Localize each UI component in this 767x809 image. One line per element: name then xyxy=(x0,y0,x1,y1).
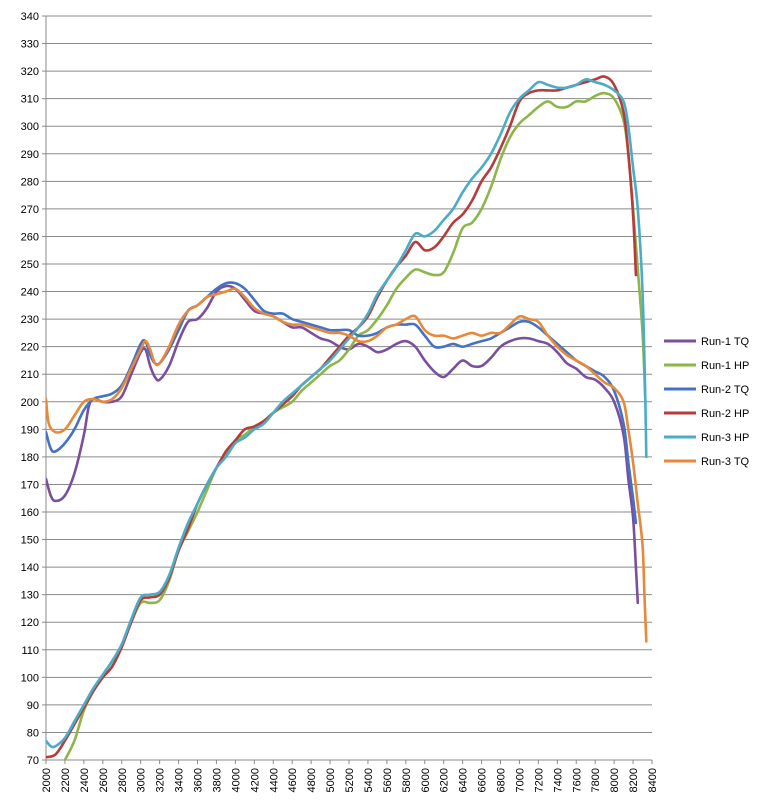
legend-item: Run-1 HP xyxy=(664,360,749,372)
x-tick-label: 4600 xyxy=(287,768,299,792)
y-tick-label: 230 xyxy=(21,314,39,326)
y-tick-label: 120 xyxy=(21,617,39,629)
series-lines xyxy=(46,75,648,760)
x-tick-label: 2400 xyxy=(79,768,91,792)
x-tick-label: 3000 xyxy=(136,768,148,792)
legend: Run-1 TQ Run-1 HP Run-2 TQ Run-2 HP Run-3 HP… xyxy=(664,336,750,468)
y-tick-label: 70 xyxy=(27,755,39,767)
y-tick-label: 200 xyxy=(21,397,39,409)
x-tick-label: 8000 xyxy=(609,768,621,792)
series-line-run-3-tq xyxy=(46,287,648,643)
x-tick-label: 7600 xyxy=(571,768,583,792)
legend-label: Run-3 HP xyxy=(701,432,749,444)
x-tick-label: 2000 xyxy=(41,768,53,792)
series-line-run-1-hp xyxy=(63,91,647,760)
x-tick-label: 5800 xyxy=(401,768,413,792)
x-tick-label: 5600 xyxy=(382,768,394,792)
legend-item: Run-1 TQ xyxy=(664,336,750,348)
y-tick-label: 240 xyxy=(21,287,39,299)
y-tick-label: 330 xyxy=(21,39,39,51)
y-tick-label: 150 xyxy=(21,535,39,547)
y-axis-ticks: 70 80 90 100 110 120 130 140 150 160 170 180 190 200 2… xyxy=(21,11,46,767)
x-tick-label: 8400 xyxy=(647,768,659,792)
y-tick-label: 300 xyxy=(21,121,39,133)
legend-label: Run-1 TQ xyxy=(701,336,750,348)
series-line-run-3-hp xyxy=(46,78,648,749)
x-tick-label: 6400 xyxy=(458,768,470,792)
y-tick-label: 180 xyxy=(21,452,39,464)
x-tick-label: 2800 xyxy=(117,768,129,792)
x-tick-label: 8200 xyxy=(628,768,640,792)
y-tick-label: 340 xyxy=(21,11,39,23)
legend-item: Run-3 TQ xyxy=(664,456,750,468)
y-tick-label: 160 xyxy=(21,507,39,519)
y-tick-label: 310 xyxy=(21,94,39,106)
x-tick-label: 6800 xyxy=(496,768,508,792)
y-tick-label: 90 xyxy=(27,700,39,712)
legend-item: Run-3 HP xyxy=(664,432,749,444)
x-axis-ticks: 2000 2200 2400 2600 2800 3000 3200 3400 3600 3800… xyxy=(41,760,659,792)
x-tick-label: 3200 xyxy=(155,768,167,792)
x-tick-label: 4000 xyxy=(230,768,242,792)
x-tick-label: 7400 xyxy=(552,768,564,792)
y-tick-label: 270 xyxy=(21,204,39,216)
legend-label: Run-2 TQ xyxy=(701,384,750,396)
x-tick-label: 4400 xyxy=(268,768,280,792)
y-tick-label: 210 xyxy=(21,369,39,381)
y-tick-label: 320 xyxy=(21,66,39,78)
legend-label: Run-1 HP xyxy=(701,360,749,372)
x-tick-label: 6000 xyxy=(420,768,432,792)
x-tick-label: 7000 xyxy=(514,768,526,792)
y-tick-label: 190 xyxy=(21,424,39,436)
y-tick-label: 100 xyxy=(21,672,39,684)
y-tick-label: 250 xyxy=(21,259,39,271)
x-tick-label: 2600 xyxy=(98,768,110,792)
x-tick-label: 6200 xyxy=(439,768,451,792)
legend-item: Run-2 TQ xyxy=(664,384,750,396)
x-tick-label: 5000 xyxy=(325,768,337,792)
gridlines xyxy=(46,15,652,733)
x-tick-label: 5400 xyxy=(363,768,375,792)
y-tick-label: 280 xyxy=(21,176,39,188)
y-tick-label: 260 xyxy=(21,231,39,243)
x-tick-label: 7200 xyxy=(533,768,545,792)
y-tick-label: 170 xyxy=(21,479,39,491)
legend-label: Run-2 HP xyxy=(701,408,749,420)
series-line-run-1-tq xyxy=(46,284,640,605)
x-tick-label: 4200 xyxy=(249,768,261,792)
x-tick-label: 6600 xyxy=(477,768,489,792)
y-tick-label: 140 xyxy=(21,562,39,574)
x-tick-label: 3400 xyxy=(174,768,186,792)
x-tick-label: 2200 xyxy=(60,768,72,792)
x-tick-label: 4800 xyxy=(306,768,318,792)
y-tick-label: 130 xyxy=(21,590,39,602)
x-tick-label: 7800 xyxy=(590,768,602,792)
legend-item: Run-2 HP xyxy=(664,408,749,420)
x-tick-label: 3600 xyxy=(193,768,205,792)
y-tick-label: 110 xyxy=(21,645,39,657)
legend-label: Run-3 TQ xyxy=(701,456,750,468)
y-tick-label: 220 xyxy=(21,342,39,354)
y-tick-label: 80 xyxy=(27,727,39,739)
y-tick-label: 290 xyxy=(21,149,39,161)
x-tick-label: 5200 xyxy=(344,768,356,792)
x-tick-label: 3800 xyxy=(211,768,223,792)
